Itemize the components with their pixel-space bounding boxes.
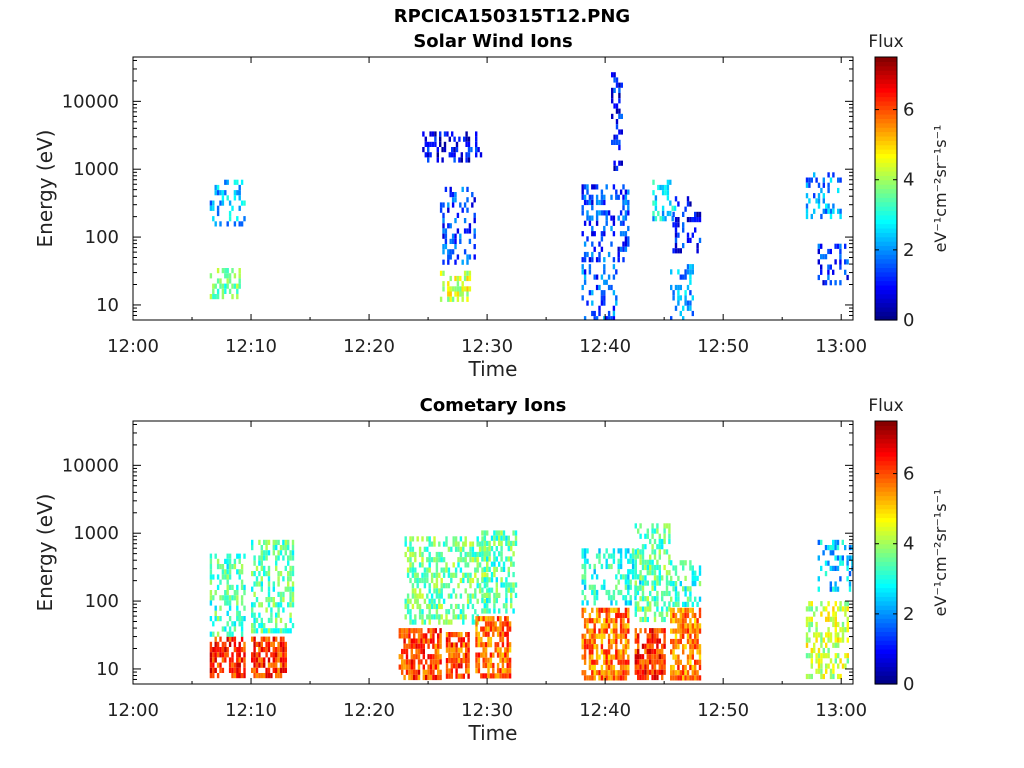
figure-title: RPCICA150315T12.PNG — [393, 6, 631, 27]
colorbar-title: Flux — [868, 396, 903, 416]
plot-frame — [132, 56, 854, 321]
x-tick-label: 12:10 — [225, 700, 277, 721]
colorbar-tick-label: 4 — [903, 534, 914, 555]
y-tick-label: 10 — [96, 295, 119, 316]
x-tick-label: 12:30 — [461, 336, 513, 357]
flux-burst-16 — [805, 601, 849, 680]
x-tick-label: 12:10 — [225, 336, 277, 357]
x-tick-label: 12:30 — [461, 700, 513, 721]
x-tick-label: 12:40 — [579, 336, 631, 357]
flux-burst-9 — [481, 530, 518, 614]
y-tick-label: 10000 — [62, 455, 119, 476]
x-tick-label: 12:20 — [343, 700, 395, 721]
x-axis-label: Time — [468, 721, 518, 745]
flux-burst-3 — [251, 636, 287, 679]
flux-burst-11 — [670, 264, 694, 320]
x-tick-label: 12:20 — [343, 336, 395, 357]
flux-burst-7 — [445, 632, 470, 679]
panel-2: 12:00 12:10 12:20 12:30 12:40 12:50 13:00 10 100… — [33, 396, 950, 745]
flux-burst-15 — [670, 560, 702, 607]
panel-title-solar-wind: Solar Wind Ions — [413, 31, 573, 52]
y-tick-label: 1000 — [73, 523, 119, 544]
colorbar: 0 2 4 6 Flux eV⁻¹cm⁻²sr⁻¹s⁻¹ — [868, 396, 950, 695]
flux-burst-13 — [634, 523, 671, 623]
colorbar-unit-label: eV⁻¹cm⁻²sr⁻¹s⁻¹ — [931, 489, 950, 617]
data-cells — [209, 523, 853, 681]
y-tick-label: 10000 — [62, 91, 119, 112]
y-axis-label: Energy (eV) — [33, 494, 57, 612]
flux-burst-4 — [439, 270, 472, 302]
colorbar-title: Flux — [868, 32, 903, 52]
x-tick-label: 12:50 — [697, 700, 749, 721]
colorbar-tick-label: 6 — [903, 464, 914, 485]
x-tick-label: 12:50 — [697, 336, 749, 357]
x-tick-label: 12:40 — [579, 700, 631, 721]
colorbar-tick-label: 6 — [903, 100, 914, 121]
flux-burst-13 — [805, 172, 842, 220]
flux-burst-14 — [670, 607, 702, 681]
flux-burst-10 — [652, 179, 677, 222]
flux-burst-4 — [251, 539, 295, 634]
x-tick-label: 13:00 — [815, 700, 867, 721]
panel-title-cometary: Cometary Ions — [419, 395, 567, 416]
panel-1: 12:00 12:10 12:20 12:30 12:40 12:50 13:00 10 100… — [33, 32, 950, 381]
flux-burst-1 — [209, 636, 246, 679]
flux-burst-9 — [611, 72, 623, 171]
flux-burst-12 — [634, 628, 666, 681]
y-tick-label: 100 — [85, 591, 119, 612]
flux-burst-6 — [422, 131, 483, 163]
flux-burst-2 — [209, 553, 246, 637]
x-tick-label: 12:00 — [107, 336, 159, 357]
plot-area — [133, 421, 853, 684]
colorbar-frame — [874, 56, 898, 321]
x-tick-label: 12:00 — [107, 700, 159, 721]
colorbar-frame — [874, 420, 898, 685]
flux-burst-12 — [672, 196, 702, 254]
y-tick-label: 100 — [85, 227, 119, 248]
colorbar-unit-label: eV⁻¹cm⁻²sr⁻¹s⁻¹ — [931, 125, 950, 253]
flux-burst-10 — [581, 607, 630, 681]
colorbar-tick-label: 0 — [903, 310, 914, 331]
flux-burst-8 — [475, 616, 512, 679]
colorbar-tick-label: 0 — [903, 674, 914, 695]
x-tick-label: 13:00 — [815, 336, 867, 357]
y-tick-label: 10 — [96, 659, 119, 680]
colorbar-tick-label: 4 — [903, 170, 914, 191]
flux-burst-7 — [581, 264, 618, 320]
colorbar: 0 2 4 6 Flux eV⁻¹cm⁻²sr⁻¹s⁻¹ — [868, 32, 950, 331]
colorbar-tick-label: 2 — [903, 240, 914, 261]
y-tick-label: 1000 — [73, 159, 119, 180]
flux-burst-8 — [581, 184, 630, 263]
flux-burst-5 — [439, 186, 476, 265]
colorbar-tick-label: 2 — [903, 604, 914, 625]
data-cells — [209, 72, 849, 320]
plot-frame — [132, 420, 854, 685]
flux-burst-1 — [209, 268, 241, 300]
flux-burst-5 — [398, 628, 442, 681]
flux-burst-14 — [817, 243, 849, 286]
flux-burst-17 — [817, 539, 853, 592]
x-axis-label: Time — [468, 357, 518, 381]
y-axis-label: Energy (eV) — [33, 130, 57, 248]
flux-burst-2 — [209, 179, 246, 227]
plot-area — [133, 57, 853, 320]
